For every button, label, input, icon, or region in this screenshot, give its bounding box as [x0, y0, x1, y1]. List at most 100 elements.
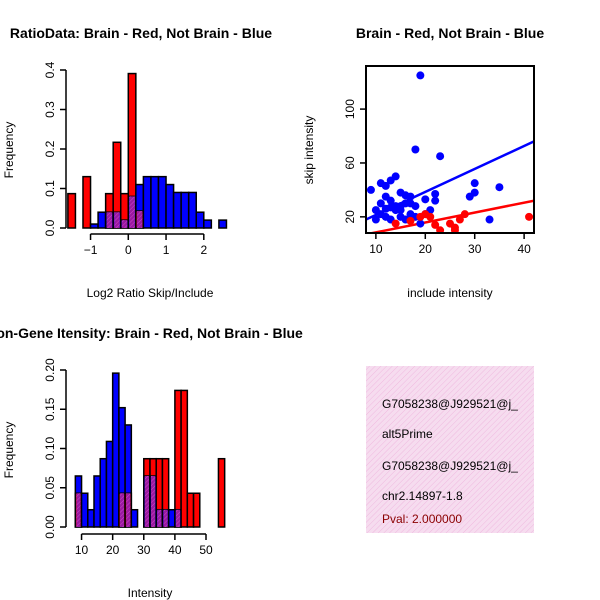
y-tick-label: 0.3 [43, 101, 57, 118]
scatter-point-not-brain [485, 215, 494, 224]
histogram-bar-overlap [126, 493, 131, 527]
info-line-4: chr2.14897-1.8 [382, 489, 463, 503]
scatter-point-brain [455, 215, 464, 224]
scatter-point-not-brain [371, 215, 380, 224]
y-tick-label: 0.2 [43, 140, 57, 157]
histogram-bar-brain [67, 192, 77, 229]
info-line-2: alt5Prime [382, 427, 433, 441]
scatter-point-not-brain [381, 181, 390, 190]
scatter-point-brain [406, 216, 415, 225]
histogram-bar-overlap [129, 196, 135, 228]
x-tick-label: 30 [468, 242, 482, 256]
x-tick-label: −1 [84, 243, 98, 257]
histogram-bar-not-brain [111, 372, 120, 528]
x-tick-label: 0 [125, 243, 132, 257]
scatter-point-brain [460, 210, 469, 219]
exon-gene-histogram-xlabel: Intensity [128, 586, 173, 600]
histogram-bar-overlap [114, 212, 120, 228]
histogram-bar-not-brain [150, 175, 160, 229]
y-tick-label: 100 [343, 99, 357, 119]
exon-gene-histogram-ylabel: Frequency [2, 422, 16, 479]
scatter-point-not-brain [386, 196, 395, 205]
histogram-bar-not-brain [167, 508, 176, 528]
y-tick-label: 0.4 [43, 61, 57, 78]
y-tick-label: 20 [343, 210, 357, 224]
histogram-bar-overlap [136, 211, 143, 228]
y-tick-label: 60 [343, 156, 357, 170]
histogram-bar-brain [186, 492, 195, 528]
scatter-point-not-brain [386, 203, 395, 212]
scatter-point-not-brain [495, 183, 504, 192]
exon-gene-histogram: Exon-Gene Itensity: Brain - Red, Not Bra… [0, 325, 303, 600]
scatter-point-not-brain [376, 199, 385, 208]
intensity-scatter: Brain - Red, Not Brain - Blue include in… [302, 25, 544, 300]
scatter-point-not-brain [431, 196, 440, 205]
histogram-bar-not-brain [157, 175, 167, 229]
intensity-scatter-title: Brain - Red, Not Brain - Blue [356, 25, 544, 41]
intensity-scatter-xlabel: include intensity [407, 286, 492, 300]
ratio-histogram: RatioData: Brain - Red, Not Brain - Blue… [2, 25, 272, 300]
histogram-bar-overlap [121, 220, 128, 228]
histogram-bar-not-brain [99, 457, 108, 528]
x-tick-label: 30 [137, 543, 151, 557]
ratio-histogram-title: RatioData: Brain - Red, Not Brain - Blue [10, 25, 272, 41]
x-tick-label: 2 [200, 243, 207, 257]
info-pval: Pval: 2.000000 [382, 512, 462, 526]
histogram-bar-not-brain [165, 183, 175, 229]
histogram-bar-overlap [76, 493, 81, 527]
histogram-bar-not-brain [105, 440, 114, 528]
histogram-bar-not-brain [93, 475, 101, 528]
histogram-bar-not-brain [203, 219, 213, 229]
histogram-bar-not-brain [172, 191, 182, 229]
scatter-point-not-brain [416, 71, 425, 80]
scatter-point-not-brain [411, 202, 420, 211]
histogram-bar-brain [174, 389, 182, 528]
x-tick-label: 40 [168, 543, 182, 557]
histogram-bar-not-brain [195, 211, 205, 229]
intensity-scatter-ylabel: skip intensity [302, 116, 316, 185]
y-tick-label: 0.05 [43, 476, 57, 500]
histogram-bar-overlap [144, 475, 149, 527]
scatter-point-not-brain [436, 152, 445, 161]
histogram-bar-not-brain [89, 223, 99, 229]
x-tick-label: 10 [369, 242, 383, 256]
scatter-point-brain [426, 212, 435, 221]
x-tick-label: 40 [517, 242, 531, 256]
histogram-bar-not-brain [80, 492, 89, 528]
scatter-point-not-brain [470, 188, 479, 197]
histogram-bar-overlap [157, 509, 162, 527]
y-tick-label: 0.20 [43, 358, 57, 382]
ratio-histogram-ylabel: Frequency [2, 122, 16, 179]
histogram-bar-brain [192, 492, 201, 528]
info-panel-background [366, 366, 534, 533]
histogram-bar-overlap [106, 212, 113, 228]
histogram-bar-overlap [163, 509, 168, 527]
plot-frame [365, 65, 535, 234]
y-tick-label: 0.15 [43, 397, 57, 421]
histogram-bar-overlap [119, 493, 125, 527]
scatter-point-not-brain [421, 195, 430, 204]
scatter-point-not-brain [470, 179, 479, 188]
scatter-point-brain [431, 220, 440, 229]
histogram-bar-brain [180, 389, 189, 528]
scatter-point-not-brain [366, 185, 375, 194]
regression-line-brain [366, 199, 534, 233]
histogram-bar-not-brain [218, 219, 228, 229]
y-tick-label: 0.10 [43, 436, 57, 460]
y-tick-label: 0.1 [43, 180, 57, 197]
x-tick-label: 10 [75, 543, 89, 557]
scatter-point-not-brain [396, 206, 405, 215]
scatter-point-not-brain [431, 189, 440, 198]
scatter-point-not-brain [416, 219, 425, 228]
histogram-bar-not-brain [187, 191, 197, 229]
histogram-bar-not-brain [180, 191, 190, 229]
info-line-1: G7058238@J929521@j_ [382, 397, 518, 411]
histogram-bar-not-brain [142, 175, 152, 229]
histogram-bar-not-brain [97, 211, 107, 229]
histogram-bar-not-brain [130, 508, 139, 528]
scatter-point-brain [525, 212, 534, 221]
histogram-bar-overlap [175, 509, 181, 527]
scatter-point-not-brain [401, 199, 410, 208]
histogram-bar-overlap [151, 475, 156, 527]
